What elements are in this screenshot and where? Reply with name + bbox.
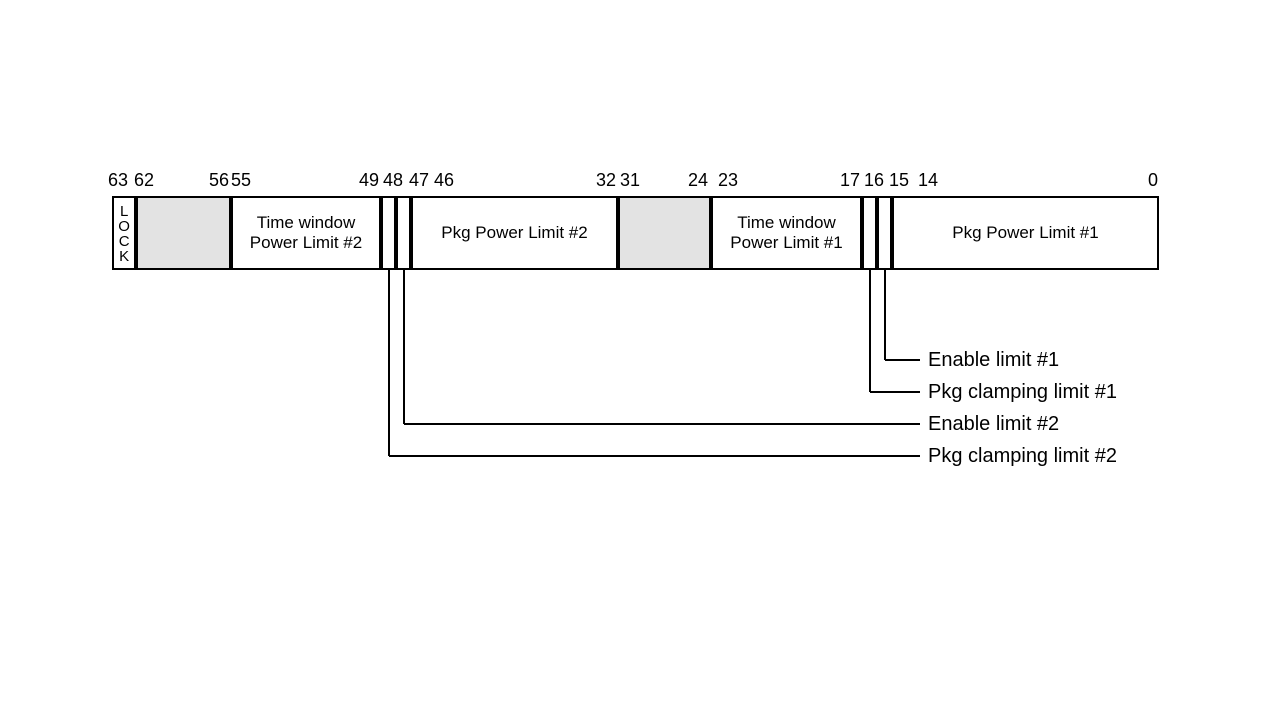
field-label-time-window-2: Time windowPower Limit #2: [250, 213, 362, 252]
field-clamp-2: [381, 196, 396, 270]
bit-label-47: 47: [409, 170, 429, 191]
bit-label-31: 31: [620, 170, 640, 191]
field-reserved-62-56: [136, 196, 231, 270]
bit-label-46: 46: [434, 170, 454, 191]
bit-label-63: 63: [108, 170, 128, 191]
bit-label-48: 48: [383, 170, 403, 191]
callout-enable-limit-1: Enable limit #1: [928, 349, 1059, 372]
bit-label-16: 16: [864, 170, 884, 191]
bit-label-23: 23: [718, 170, 738, 191]
field-lock: LOCK: [112, 196, 136, 270]
callout-enable-limit-2: Enable limit #2: [928, 413, 1059, 436]
bit-label-17: 17: [840, 170, 860, 191]
field-label-time-window-1: Time windowPower Limit #1: [730, 213, 842, 252]
bit-label-14: 14: [918, 170, 938, 191]
bit-label-56: 56: [209, 170, 229, 191]
callout-clamp-limit-1: Pkg clamping limit #1: [928, 381, 1117, 404]
lock-label: LOCK: [115, 203, 132, 263]
field-pkg-power-limit-2: Pkg Power Limit #2: [411, 196, 618, 270]
bit-label-62: 62: [134, 170, 154, 191]
field-time-window-2: Time windowPower Limit #2: [231, 196, 381, 270]
field-enable-1: [877, 196, 892, 270]
bit-label-55: 55: [231, 170, 251, 191]
field-enable-2: [396, 196, 411, 270]
field-reserved-31-24: [618, 196, 711, 270]
field-label-pkg-power-limit-1: Pkg Power Limit #1: [952, 223, 1098, 243]
field-clamp-1: [862, 196, 877, 270]
field-pkg-power-limit-1: Pkg Power Limit #1: [892, 196, 1159, 270]
bit-label-49: 49: [359, 170, 379, 191]
bit-label-0: 0: [1148, 170, 1158, 191]
bit-label-24: 24: [688, 170, 708, 191]
field-label-pkg-power-limit-2: Pkg Power Limit #2: [441, 223, 587, 243]
callout-clamp-limit-2: Pkg clamping limit #2: [928, 445, 1117, 468]
field-time-window-1: Time windowPower Limit #1: [711, 196, 862, 270]
bit-label-15: 15: [889, 170, 909, 191]
register-diagram: 636256554948474632312423171615140 LOCKTi…: [0, 0, 1280, 720]
bit-label-32: 32: [596, 170, 616, 191]
